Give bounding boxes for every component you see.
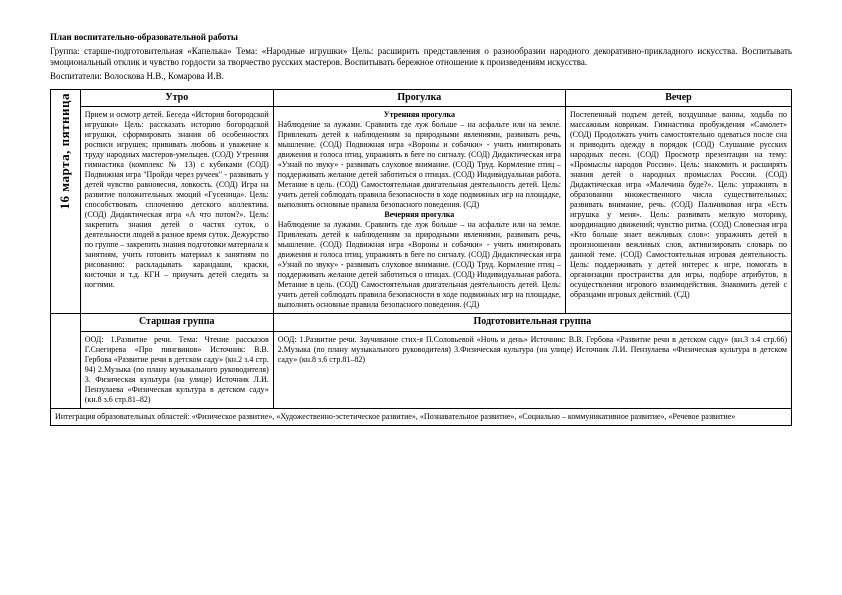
foot-prep-text: ООД: 1.Развитие речи. Заучивание стих-я … xyxy=(273,331,791,408)
col-header-evening: Вечер xyxy=(565,89,791,107)
plan-title: План воспитательно-образовательной работ… xyxy=(50,32,792,44)
header-line-2: Воспитатели: Волоскова Н.В., Комарова И.… xyxy=(50,71,792,83)
date-cell: 16 марта, пятница xyxy=(51,89,81,314)
walk-morning-text: Наблюдение за лужами. Сравнить где луж б… xyxy=(278,120,561,209)
date-label: 16 марта, пятница xyxy=(57,93,73,210)
walk-morning-title: Утренняя прогулка xyxy=(278,110,561,120)
walk-content: Утренняя прогулка Наблюдение за лужами. … xyxy=(273,107,565,314)
foot-header-senior: Старшая группа xyxy=(80,314,273,332)
walk-evening-title: Вечерняя прогулка xyxy=(278,210,561,220)
header-block: План воспитательно-образовательной работ… xyxy=(50,32,792,83)
col-header-morning: Утро xyxy=(80,89,273,107)
walk-evening-text: Наблюдение за лужами. Сравнить где луж б… xyxy=(278,220,561,309)
header-line-1: Группа: старше-подготовительная «Капельк… xyxy=(50,46,792,69)
foot-header-prep: Подготовительная группа xyxy=(273,314,791,332)
foot-spacer xyxy=(51,314,81,409)
schedule-table: 16 марта, пятница Утро Прогулка Вечер Пр… xyxy=(50,89,792,426)
morning-content: Прием и осмотр детей. Беседа «История бо… xyxy=(80,107,273,314)
integration-row: Интеграция образовательных областей: «Фи… xyxy=(51,408,792,425)
evening-content: Постепенный подъем детей, воздушные ванн… xyxy=(565,107,791,314)
foot-senior-text: ООД: 1.Развитие речи. Тема: Чтение расск… xyxy=(80,331,273,408)
col-header-walk: Прогулка xyxy=(273,89,565,107)
